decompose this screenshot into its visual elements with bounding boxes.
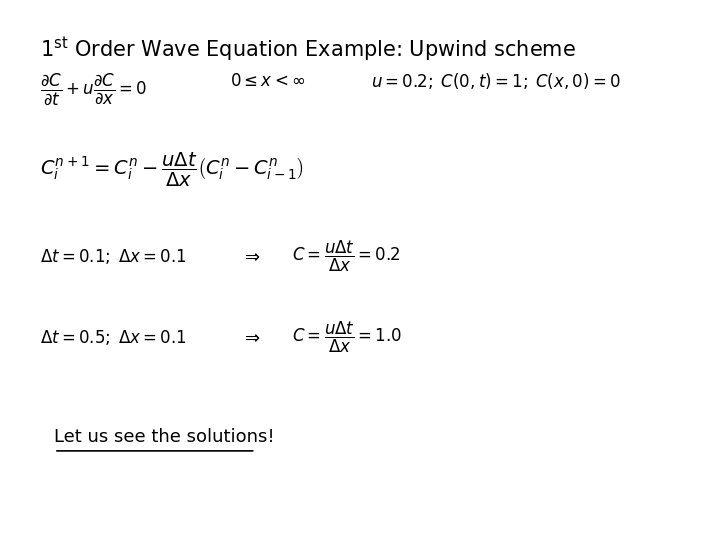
Text: $C = \dfrac{u\Delta t}{\Delta x} = 0.2$: $C = \dfrac{u\Delta t}{\Delta x} = 0.2$: [292, 239, 400, 274]
Text: $0 \leq x < \infty$: $0 \leq x < \infty$: [230, 72, 306, 90]
Text: Let us see the solutions!: Let us see the solutions!: [54, 428, 274, 447]
Text: $C = \dfrac{u\Delta t}{\Delta x} = 1.0$: $C = \dfrac{u\Delta t}{\Delta x} = 1.0$: [292, 320, 402, 355]
Text: $1^{\mathrm{st}}$ Order Wave Equation Example: Upwind scheme: $1^{\mathrm{st}}$ Order Wave Equation Ex…: [40, 35, 575, 64]
Text: $\Delta t = 0.1;\; \Delta x = 0.1$: $\Delta t = 0.1;\; \Delta x = 0.1$: [40, 247, 186, 266]
Text: $u = 0.2;\; C(0,t) = 1;\; C(x,0) = 0$: $u = 0.2;\; C(0,t) = 1;\; C(x,0) = 0$: [371, 71, 621, 91]
Text: $\Rightarrow$: $\Rightarrow$: [241, 247, 261, 266]
Text: $\Delta t = 0.5;\; \Delta x = 0.1$: $\Delta t = 0.5;\; \Delta x = 0.1$: [40, 328, 186, 347]
Text: $\Rightarrow$: $\Rightarrow$: [241, 328, 261, 347]
Text: $C_i^{n+1} = C_i^{n} - \dfrac{u\Delta t}{\Delta x}\left(C_i^{n} - C_{i-1}^{n}\ri: $C_i^{n+1} = C_i^{n} - \dfrac{u\Delta t}…: [40, 151, 303, 189]
Text: $\dfrac{\partial C}{\partial t} + u\dfrac{\partial C}{\partial x} = 0$: $\dfrac{\partial C}{\partial t} + u\dfra…: [40, 71, 147, 107]
